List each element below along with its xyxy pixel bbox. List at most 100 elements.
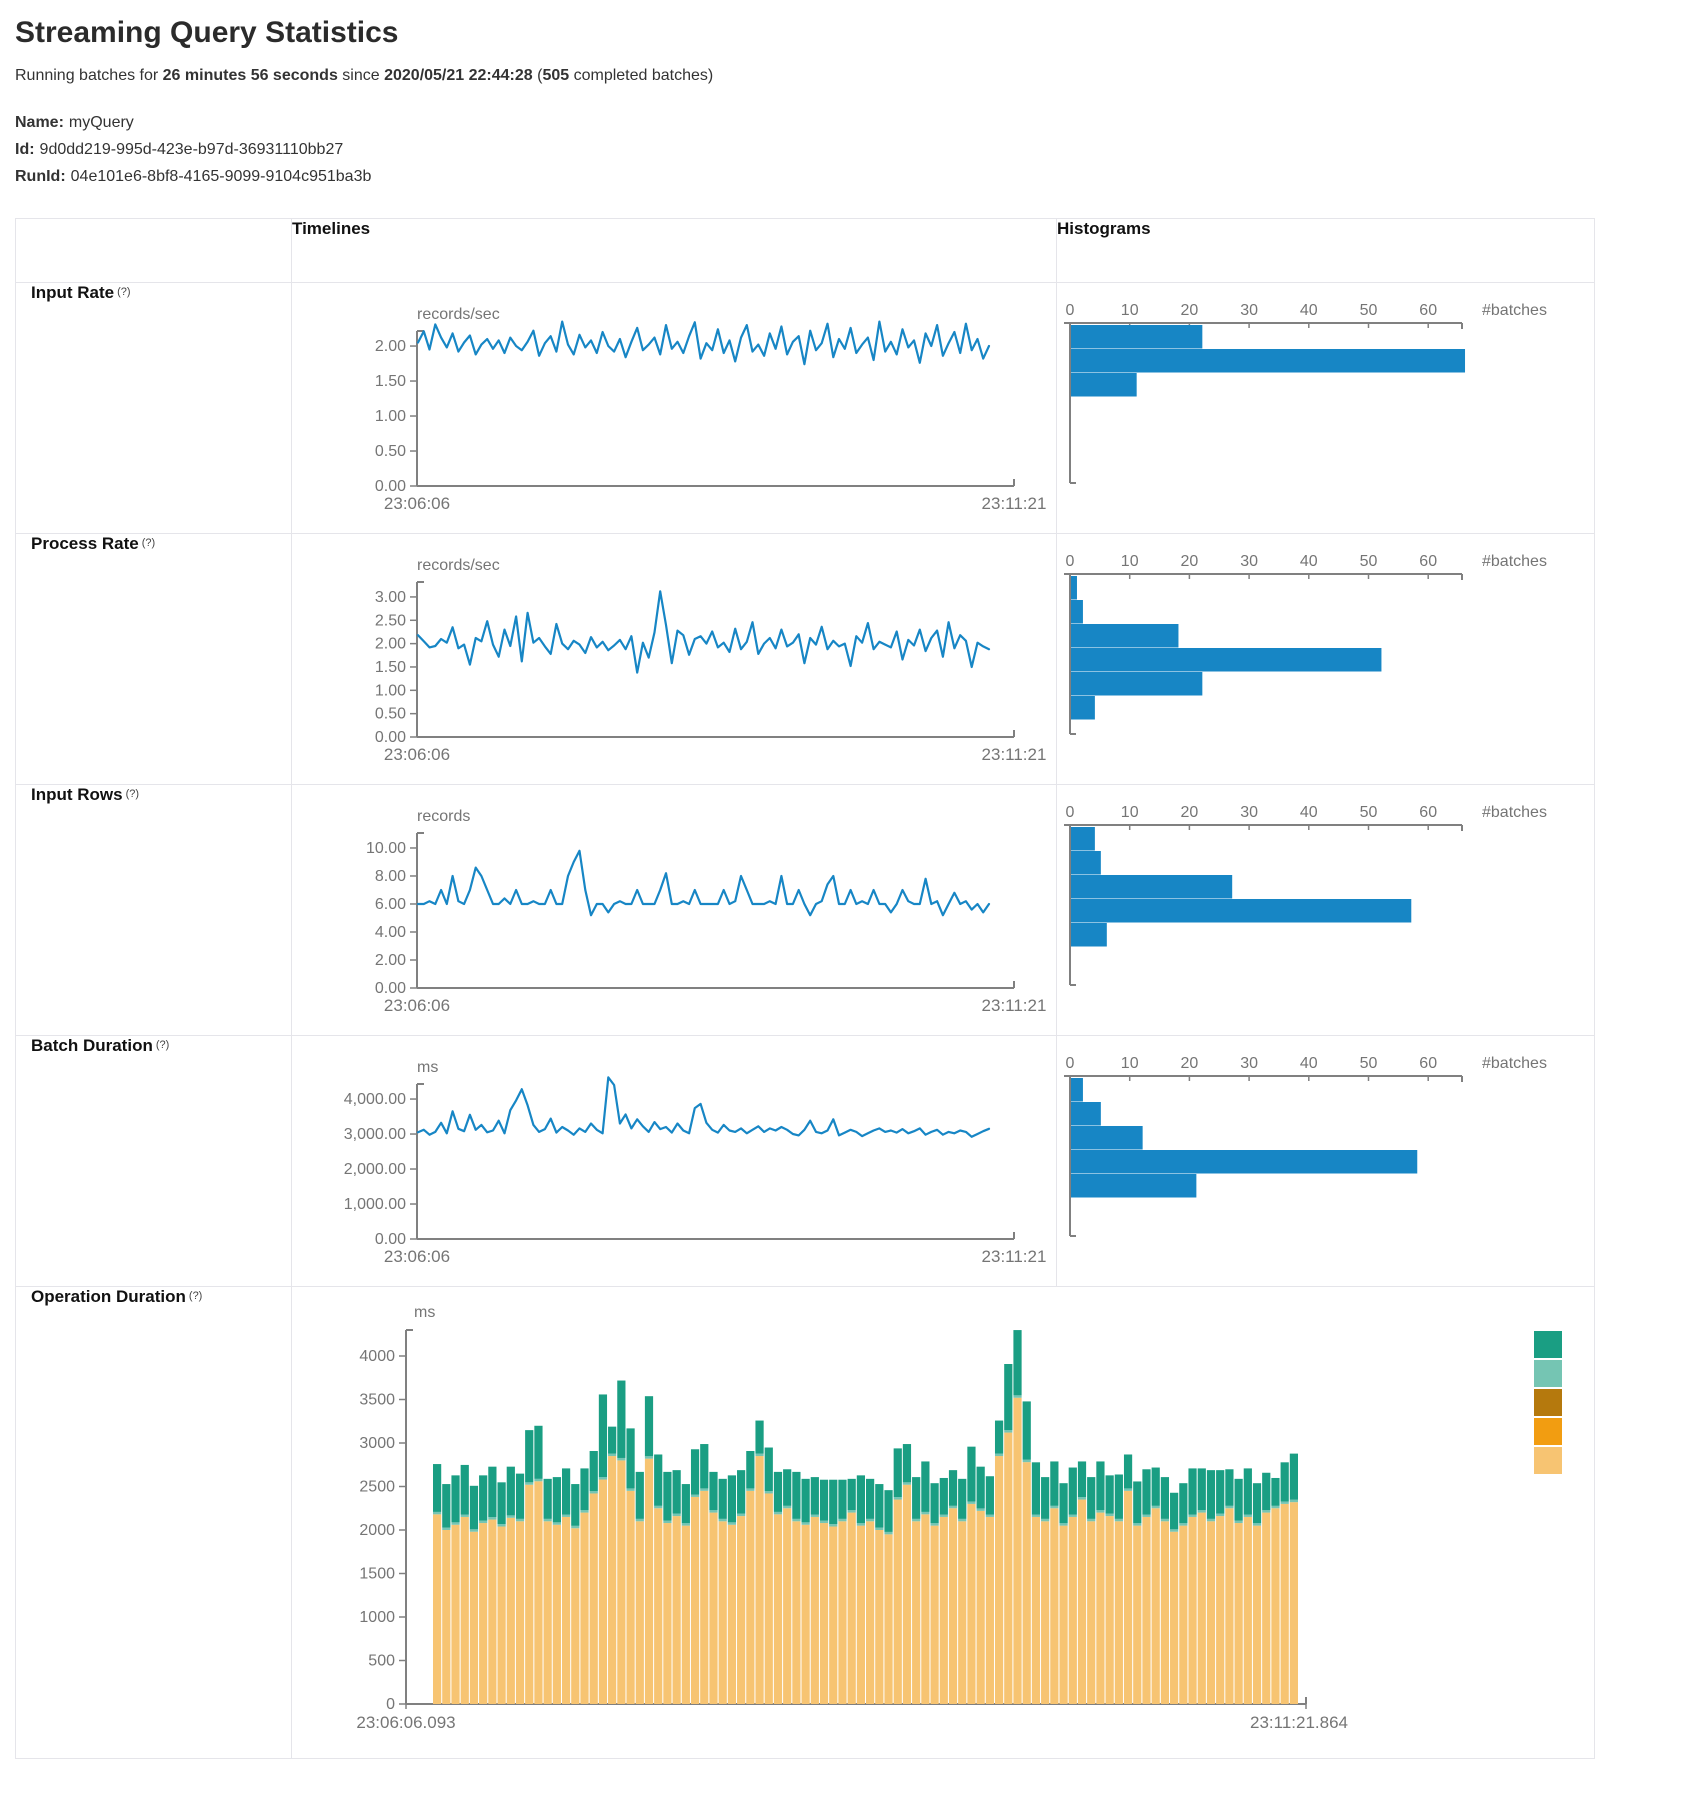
svg-text:23:11:21: 23:11:21	[982, 494, 1047, 513]
input-rate-histogram-cell: 0 10 20 30 40 50 60 #batches	[1056, 282, 1595, 534]
input-rows-row: Input Rows (?) records 10.00 8.00 6.00 4.00 2.…	[15, 784, 1595, 1036]
process-rate-timeline-chart: records/sec 3.00 2.50 2.00 1.50 1.00 0.50 0.00 2…	[292, 534, 1056, 784]
input-rate-label-cell: Input Rate (?)	[15, 282, 292, 534]
svg-text:0: 0	[386, 1696, 395, 1713]
subtitle-suffix: completed batches)	[569, 67, 714, 84]
svg-text:#batches: #batches	[1482, 804, 1547, 821]
svg-text:0: 0	[1066, 553, 1075, 570]
svg-text:60: 60	[1419, 302, 1437, 319]
svg-text:0: 0	[1066, 804, 1075, 821]
input-rate-timeline-chart: records/sec 2.00 1.50 1.00 0.50 0.00 23:06:06 2…	[292, 283, 1056, 533]
query-name-line: Name: myQuery	[15, 109, 1678, 136]
svg-text:20: 20	[1181, 302, 1199, 319]
process-rate-label-cell: Process Rate (?)	[15, 533, 292, 785]
svg-text:10: 10	[1121, 553, 1139, 570]
batch-duration-help-icon[interactable]: (?)	[155, 1039, 170, 1051]
page-title: Streaming Query Statistics	[15, 16, 399, 49]
input-rows-label-cell: Input Rows (?)	[15, 784, 292, 1036]
svg-text:40: 40	[1300, 804, 1318, 821]
svg-text:20: 20	[1181, 553, 1199, 570]
subtitle-prefix: Running batches for	[15, 67, 163, 84]
svg-text:20: 20	[1181, 804, 1199, 821]
svg-text:0.00: 0.00	[375, 729, 406, 746]
operation-duration-label: Operation Duration	[31, 1287, 186, 1306]
svg-text:23:06:06: 23:06:06	[384, 745, 450, 764]
operation-duration-chart: ms 0 500 1000 1500 2000 2500 3000 3500 4000 23:06:…	[292, 1287, 1594, 1758]
svg-text:6.00: 6.00	[375, 896, 406, 913]
input-rate-help-icon[interactable]: (?)	[117, 286, 131, 298]
svg-text:3000: 3000	[359, 1435, 395, 1452]
operation-duration-label-cell: Operation Duration (?)	[15, 1286, 292, 1759]
svg-text:2.00: 2.00	[375, 636, 406, 653]
svg-text:records/sec: records/sec	[417, 557, 500, 574]
svg-text:1000: 1000	[359, 1609, 395, 1626]
svg-text:1500: 1500	[359, 1566, 395, 1583]
process-rate-help-icon[interactable]: (?)	[141, 537, 156, 549]
svg-text:records: records	[417, 808, 470, 825]
svg-text:ms: ms	[414, 1304, 435, 1321]
svg-text:4000: 4000	[359, 1348, 395, 1365]
svg-text:#batches: #batches	[1482, 553, 1547, 570]
input-rows-histogram-chart: 0 10 20 30 40 50 60 #batches	[1057, 785, 1594, 1035]
svg-text:23:06:06.093: 23:06:06.093	[356, 1713, 455, 1732]
svg-text:50: 50	[1360, 804, 1378, 821]
svg-text:23:11:21: 23:11:21	[982, 745, 1047, 764]
operation-duration-help-icon[interactable]: (?)	[188, 1290, 203, 1302]
svg-text:#batches: #batches	[1482, 302, 1547, 319]
svg-text:30: 30	[1240, 302, 1258, 319]
svg-text:2.00: 2.00	[375, 338, 406, 355]
process-rate-histogram-chart: 0 10 20 30 40 50 60 #batches	[1057, 534, 1594, 784]
process-rate-row: Process Rate (?) records/sec 3.00 2.50 2.00 1…	[15, 533, 1595, 785]
batch-duration-histogram-cell: 0 10 20 30 40 50 60 #batches	[1056, 1035, 1595, 1287]
svg-text:0: 0	[1066, 1055, 1075, 1072]
svg-text:60: 60	[1419, 1055, 1437, 1072]
svg-text:2.00: 2.00	[375, 952, 406, 969]
svg-text:0.00: 0.00	[375, 1231, 406, 1248]
svg-text:20: 20	[1181, 1055, 1199, 1072]
batch-duration-timeline-chart: ms 4,000.00 3,000.00 2,000.00 1,000.00 0.00 23…	[292, 1036, 1056, 1286]
running-batches-line: Running batches for 26 minutes 56 second…	[15, 67, 1678, 85]
operation-duration-chart-cell: ms 0 500 1000 1500 2000 2500 3000 3500 4000 23:06:…	[291, 1286, 1595, 1759]
start-timestamp: 2020/05/21 22:44:28	[384, 67, 533, 84]
statistics-table: Timelines Histograms Input Rate (?) recor…	[15, 218, 1595, 1759]
svg-text:2.50: 2.50	[375, 612, 406, 629]
input-rows-label: Input Rows	[31, 785, 123, 804]
running-duration: 26 minutes 56 seconds	[162, 67, 338, 84]
batch-duration-label-cell: Batch Duration (?)	[15, 1035, 292, 1287]
svg-text:50: 50	[1360, 302, 1378, 319]
batch-duration-label: Batch Duration	[31, 1036, 153, 1055]
query-id-value: 9d0dd219-995d-423e-b97d-36931110bb27	[39, 141, 344, 158]
input-rate-timeline-cell: records/sec 2.00 1.50 1.00 0.50 0.00 23:06:06 2…	[291, 282, 1057, 534]
svg-text:10.00: 10.00	[366, 840, 406, 857]
batch-duration-timeline-cell: ms 4,000.00 3,000.00 2,000.00 1,000.00 0.00 23…	[291, 1035, 1057, 1287]
query-runid-line: RunId: 04e101e6-8bf8-4165-9099-9104c951ba…	[15, 163, 1678, 190]
input-rows-help-icon[interactable]: (?)	[125, 788, 140, 800]
input-rate-label: Input Rate	[31, 283, 115, 302]
svg-text:4,000.00: 4,000.00	[344, 1091, 406, 1108]
svg-text:2000: 2000	[359, 1522, 395, 1539]
query-id-line: Id: 9d0dd219-995d-423e-b97d-36931110bb27	[15, 136, 1678, 163]
svg-text:2,000.00: 2,000.00	[344, 1161, 406, 1178]
batch-duration-histogram-chart: 0 10 20 30 40 50 60 #batches	[1057, 1036, 1594, 1286]
histograms-column-header: Histograms	[1056, 218, 1595, 283]
svg-text:60: 60	[1419, 804, 1437, 821]
input-rate-row: Input Rate (?) records/sec 2.00 1.50 1.00 0.5…	[15, 282, 1595, 534]
query-id-label: Id:	[15, 141, 35, 158]
svg-text:8.00: 8.00	[375, 868, 406, 885]
svg-text:0: 0	[1066, 302, 1075, 319]
svg-text:10: 10	[1121, 1055, 1139, 1072]
svg-text:1,000.00: 1,000.00	[344, 1196, 406, 1213]
svg-text:4.00: 4.00	[375, 924, 406, 941]
svg-text:30: 30	[1240, 553, 1258, 570]
svg-text:10: 10	[1121, 302, 1139, 319]
query-name-value: myQuery	[68, 114, 134, 131]
query-runid-value: 04e101e6-8bf8-4165-9099-9104c951ba3b	[70, 168, 372, 185]
svg-text:30: 30	[1240, 1055, 1258, 1072]
svg-text:0.00: 0.00	[375, 478, 406, 495]
svg-text:1.50: 1.50	[375, 659, 406, 676]
svg-text:23:11:21: 23:11:21	[982, 996, 1047, 1015]
svg-text:2500: 2500	[359, 1479, 395, 1496]
query-runid-label: RunId:	[15, 168, 66, 185]
svg-text:3500: 3500	[359, 1392, 395, 1409]
svg-text:ms: ms	[417, 1059, 438, 1076]
